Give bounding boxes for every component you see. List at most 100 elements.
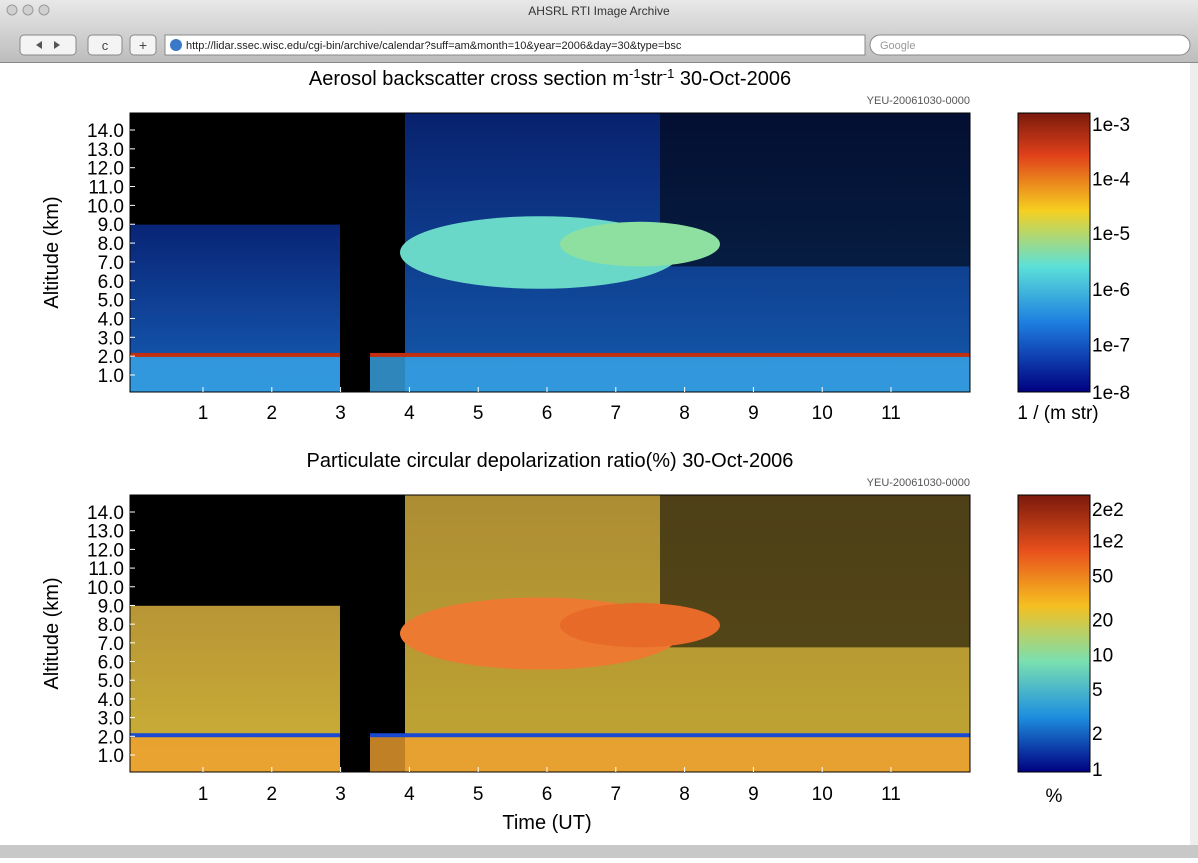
colorbar-label: 1e-5 — [1092, 224, 1130, 245]
x-tick-label: 11 — [881, 403, 901, 424]
y-tick-label: 5.0 — [98, 291, 124, 312]
address-bar[interactable] — [164, 34, 866, 56]
x-tick-label: 8 — [679, 403, 690, 424]
title-part: Particulate circular depolarization rati… — [307, 450, 794, 472]
cloud-layer — [560, 221, 720, 267]
y-tick-label: 6.0 — [98, 272, 124, 293]
search-placeholder: Google — [880, 40, 915, 52]
y-tick-label: 8.0 — [98, 615, 124, 636]
window-button[interactable] — [6, 4, 18, 16]
x-tick-label: 4 — [404, 403, 415, 424]
boundary-layer-top — [130, 352, 970, 357]
colorbar-label: 10 — [1092, 645, 1113, 666]
colorbar-label: 1 — [1092, 760, 1103, 781]
boundary-layer — [130, 735, 970, 772]
x-tick-label: 6 — [542, 784, 553, 805]
reload-button[interactable] — [87, 34, 123, 56]
y-tick-label: 7.0 — [98, 253, 124, 274]
colorbar-label: 2e2 — [1092, 500, 1124, 521]
window-button[interactable] — [22, 4, 34, 16]
colorbar-label: 5 — [1092, 680, 1103, 701]
y-tick-label: 4.0 — [98, 690, 124, 711]
colorbar-label: 20 — [1092, 611, 1113, 632]
plus-icon: + — [139, 37, 147, 53]
x-tick-label: 5 — [473, 403, 484, 424]
arrow-icon — [36, 41, 60, 49]
data-gap — [340, 495, 370, 772]
x-tick-label: 1 — [198, 403, 209, 424]
y-tick-label: 10.0 — [87, 578, 124, 599]
x-tick-label: 4 — [404, 784, 415, 805]
x-tick-label: 1 — [198, 784, 209, 805]
colorbar-unit: % — [1046, 786, 1063, 807]
colorbar-label: 1e-8 — [1092, 383, 1130, 404]
site-icon — [170, 39, 182, 51]
y-tick-label: 3.0 — [98, 328, 124, 349]
y-tick-label: 9.0 — [98, 596, 124, 617]
panel-title: Particulate circular depolarization rati… — [307, 450, 794, 472]
colorbar-label: 50 — [1092, 566, 1113, 587]
colorbar-label: 1e-3 — [1092, 115, 1130, 136]
y-tick-label: 5.0 — [98, 671, 124, 692]
y-tick-label: 12.0 — [87, 540, 124, 561]
title-part: -1 — [629, 66, 641, 81]
run-id: YEU-20061030-0000 — [867, 477, 970, 489]
y-tick-label: 6.0 — [98, 653, 124, 674]
colorbar-label: 1e2 — [1092, 532, 1124, 553]
title-part: -1 — [663, 66, 675, 81]
url: http://lidar.ssec.wisc.edu/cgi-bin/archi… — [186, 40, 682, 52]
divider — [0, 62, 1198, 63]
y-tick-label: 4.0 — [98, 309, 124, 330]
x-tick-label: 5 — [473, 784, 484, 805]
run-id: YEU-20061030-0000 — [867, 95, 970, 107]
boundary-layer-top — [130, 733, 970, 738]
plot-frame — [129, 112, 971, 393]
y-axis-label: Altitude (km) — [41, 577, 63, 689]
window-button[interactable] — [38, 4, 50, 16]
x-tick-label: 10 — [812, 784, 833, 805]
reload-icon: c — [102, 38, 109, 53]
x-tick-label: 8 — [679, 784, 690, 805]
window-title: AHSRL RTI Image Archive — [528, 4, 670, 18]
x-tick-label: 11 — [881, 784, 901, 805]
y-tick-label: 9.0 — [98, 215, 124, 236]
status-bar — [0, 845, 1198, 858]
x-tick-label: 2 — [267, 403, 278, 424]
data-gap — [340, 113, 370, 392]
x-tick-label: 3 — [335, 403, 346, 424]
plot-frame — [129, 494, 971, 773]
add-bookmark-button[interactable] — [129, 34, 157, 56]
y-tick-label: 11.0 — [88, 559, 124, 580]
x-tick-label: 9 — [748, 403, 759, 424]
search-box[interactable] — [869, 34, 1191, 56]
colorbar-label: 1e-6 — [1092, 280, 1130, 301]
y-tick-label: 11.0 — [88, 178, 124, 199]
cloud-layer — [560, 603, 720, 648]
colorbar-label: 1e-4 — [1092, 170, 1130, 191]
x-tick-label: 2 — [267, 784, 278, 805]
colorbar-label: 2 — [1092, 724, 1103, 745]
x-tick-label: 6 — [542, 403, 553, 424]
y-tick-label: 14.0 — [87, 121, 124, 142]
back-forward-button[interactable] — [19, 34, 77, 56]
x-tick-label: 7 — [611, 403, 622, 424]
colorbar — [1017, 112, 1091, 393]
colorbar-label: 1e-7 — [1092, 336, 1130, 357]
y-tick-label: 7.0 — [98, 634, 124, 655]
title-part: Aerosol backscatter cross section m — [309, 68, 629, 90]
y-tick-label: 2.0 — [98, 347, 124, 368]
x-tick-label: 7 — [611, 784, 622, 805]
y-tick-label: 2.0 — [98, 727, 124, 748]
y-tick-label: 13.0 — [87, 140, 124, 161]
x-tick-label: 3 — [335, 784, 346, 805]
y-tick-label: 1.0 — [98, 366, 124, 387]
y-axis-label: Altitude (km) — [41, 196, 63, 308]
colorbar — [1017, 494, 1091, 773]
y-tick-label: 3.0 — [98, 709, 124, 730]
scrollbar[interactable] — [1190, 63, 1198, 845]
boundary-layer — [130, 355, 970, 392]
y-tick-label: 8.0 — [98, 234, 124, 255]
x-tick-label: 10 — [812, 403, 833, 424]
